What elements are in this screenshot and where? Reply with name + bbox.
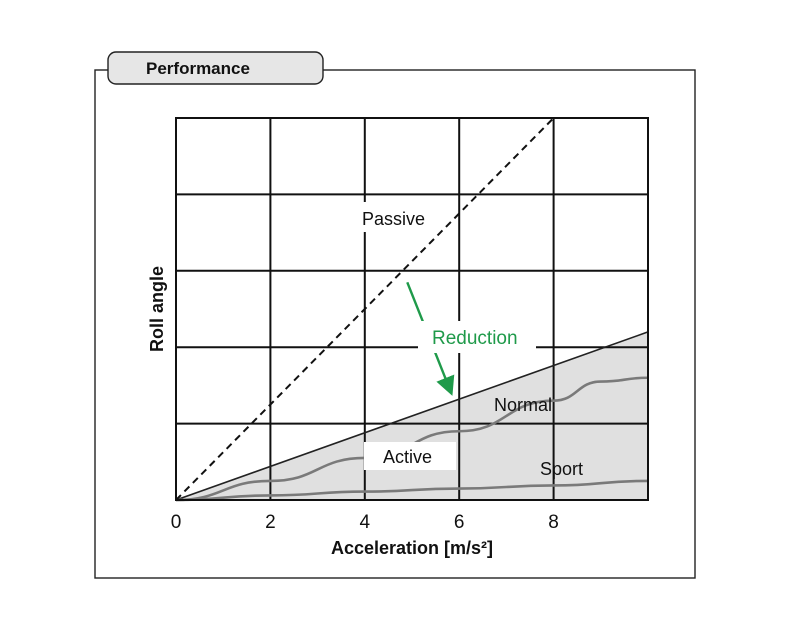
series-sport-line (175, 479, 649, 502)
passive-label-bg (356, 202, 436, 232)
x-tick-labels: 0 2 4 6 8 (171, 512, 559, 533)
plot-area (175, 117, 649, 502)
annotation-sport: Sport (540, 459, 583, 479)
x-tick-label: 8 (548, 512, 559, 533)
panel-title: Performance (146, 59, 250, 78)
x-tick-label: 4 (360, 512, 371, 533)
annotation-normal: Normal (494, 395, 552, 415)
y-axis-label: Roll angle (147, 266, 167, 352)
x-tick-label: 0 (171, 512, 182, 533)
x-tick-label: 6 (454, 512, 465, 533)
x-axis-label: Acceleration [m/s²] (331, 538, 493, 558)
series-active-line (175, 331, 649, 501)
plot-border (175, 117, 649, 501)
x-tick-label: 2 (265, 512, 276, 533)
annotation-reduction: Reduction (432, 328, 518, 349)
reduction-label-bg (418, 321, 536, 353)
series-passive-line (175, 117, 555, 501)
active-label-bg (364, 442, 456, 470)
annotation-active: Active (383, 447, 432, 467)
series-normal-line (175, 376, 649, 502)
annotation-passive: Passive (362, 209, 425, 229)
title-tab (107, 51, 324, 85)
